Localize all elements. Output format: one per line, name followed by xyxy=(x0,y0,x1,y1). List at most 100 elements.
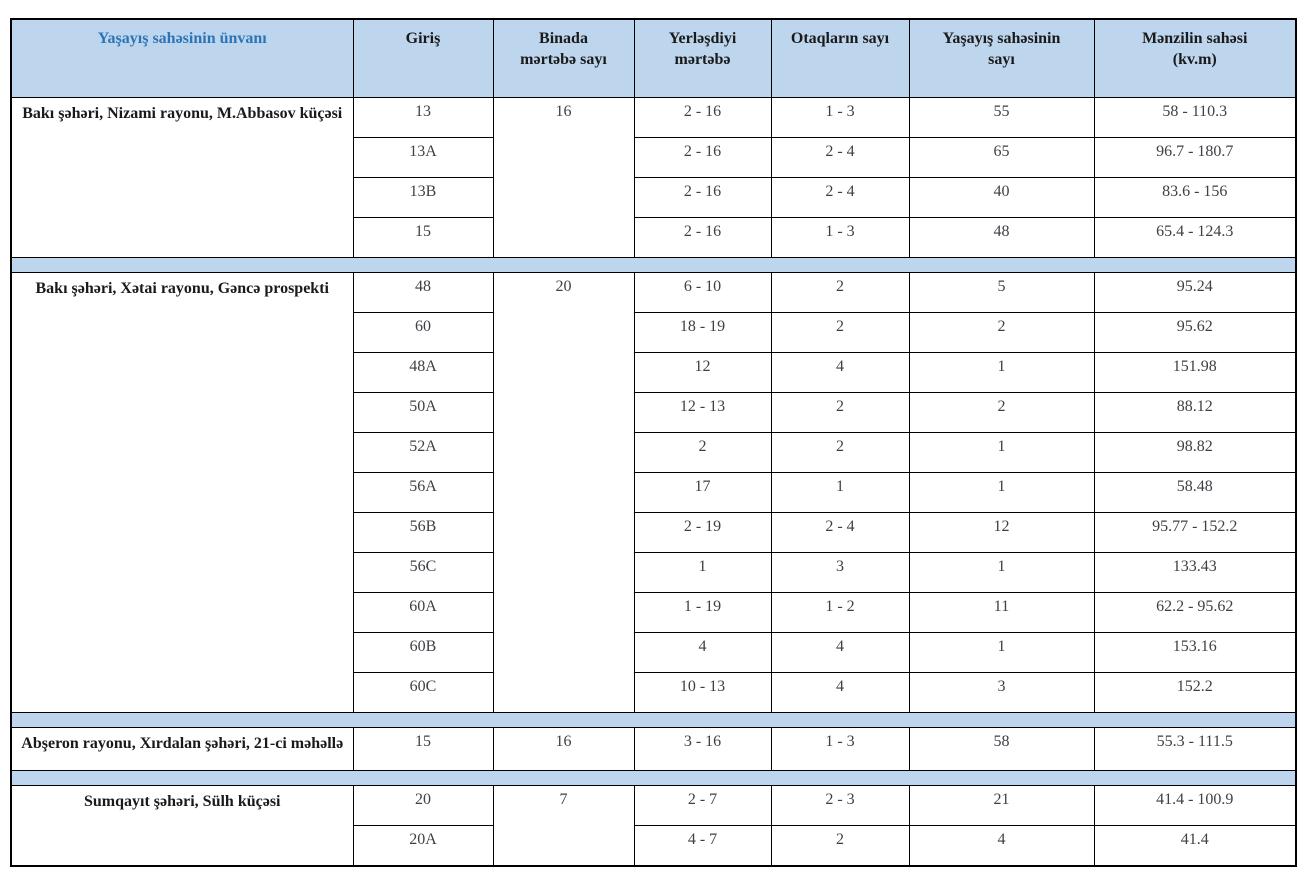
column-header-rooms: Otaqların sayı xyxy=(770,18,910,98)
address-cell: Abşeron rayonu, Xırdalan şəhəri, 21-ci m… xyxy=(10,726,354,771)
column-header-line: Yaşayış sahəsinin ünvanı xyxy=(97,30,267,47)
unit-count-cell: 11 xyxy=(908,591,1095,633)
located-floor-cell: 12 xyxy=(633,351,772,393)
entrance-cell: 48A xyxy=(352,351,494,393)
located-floor-cell: 1 - 19 xyxy=(633,591,772,633)
address-cell: Bakı şəhəri, Xətai rayonu, Gəncə prospek… xyxy=(10,271,354,713)
area-cell: 83.6 - 156 xyxy=(1093,176,1297,218)
rooms-cell: 2 xyxy=(770,824,910,866)
area-cell: 133.43 xyxy=(1093,551,1297,593)
unit-count-cell: 40 xyxy=(908,176,1095,218)
apartments-table: Yaşayış sahəsinin ünvanı Giriş Binada mərtə… xyxy=(10,18,1297,867)
entrance-cell: 15 xyxy=(352,216,494,258)
address-cell: Bakı şəhəri, Nizami rayonu, M.Abbasov kü… xyxy=(10,96,354,258)
unit-count-cell: 1 xyxy=(908,471,1095,513)
unit-count-cell: 58 xyxy=(908,726,1095,771)
rooms-cell: 1 - 3 xyxy=(770,96,910,138)
column-header-line: Yaşayış sahəsinin xyxy=(942,30,1061,47)
header-row: Yaşayış sahəsinin ünvanı Giriş Binada mərtə… xyxy=(10,18,1297,98)
entrance-cell: 50A xyxy=(352,391,494,433)
column-header-located-floor: Yerləşdiyi mərtəbə xyxy=(633,18,772,98)
data-row: 52A 2 2 1 98.82 xyxy=(11,431,1297,473)
unit-count-cell: 48 xyxy=(908,216,1095,258)
unit-count-cell: 2 xyxy=(908,311,1095,353)
column-header-line: mərtəbə sayı xyxy=(520,51,607,68)
data-row: 13B 2 - 16 2 - 4 40 83.6 - 156 xyxy=(11,176,1297,218)
data-row: 48A 12 4 1 151.98 xyxy=(11,351,1297,393)
area-cell: 152.2 xyxy=(1093,671,1297,713)
area-cell: 151.98 xyxy=(1093,351,1297,393)
building-floors-cell: 20 xyxy=(492,271,635,713)
located-floor-cell: 2 - 16 xyxy=(633,216,772,258)
data-row: Bakı şəhəri, Xətai rayonu, Gəncə prospek… xyxy=(10,271,1297,713)
unit-count-cell: 1 xyxy=(908,551,1095,593)
area-cell: 96.7 - 180.7 xyxy=(1093,136,1297,178)
rooms-cell: 4 xyxy=(770,631,910,673)
area-cell: 65.4 - 124.3 xyxy=(1093,216,1297,258)
area-cell: 98.82 xyxy=(1093,431,1297,473)
column-header-line: Yerləşdiyi xyxy=(668,30,737,47)
column-header-address: Yaşayış sahəsinin ünvanı xyxy=(10,18,354,98)
column-header-line: sayı xyxy=(988,51,1015,68)
entrance-cell: 52A xyxy=(352,431,494,473)
unit-count-cell: 55 xyxy=(908,96,1095,138)
unit-count-cell: 3 xyxy=(908,671,1095,713)
rooms-cell: 1 - 2 xyxy=(770,591,910,633)
column-header-building-floors: Binada mərtəbə sayı xyxy=(492,18,635,98)
rooms-cell: 2 xyxy=(770,391,910,433)
column-header-area: Mənzilin sahəsi (kv.m) xyxy=(1093,18,1297,98)
column-header-unit-count: Yaşayış sahəsinin sayı xyxy=(908,18,1095,98)
unit-count-cell: 65 xyxy=(908,136,1095,178)
area-cell: 95.77 - 152.2 xyxy=(1093,511,1297,553)
unit-count-cell: 4 xyxy=(908,824,1095,866)
located-floor-cell: 2 - 16 xyxy=(633,96,772,138)
entrance-cell: 56A xyxy=(352,471,494,513)
building-floors-cell: 7 xyxy=(492,784,635,866)
entrance-cell: 20A xyxy=(352,824,494,866)
located-floor-cell: 3 - 16 xyxy=(633,726,772,771)
data-row: 13A 2 - 16 2 - 4 65 96.7 - 180.7 xyxy=(11,136,1297,178)
rooms-cell: 2 xyxy=(770,431,910,473)
located-floor-cell: 12 - 13 xyxy=(633,391,772,433)
rooms-cell: 3 xyxy=(770,551,910,593)
rooms-cell: 2 - 4 xyxy=(770,176,910,218)
unit-count-cell: 1 xyxy=(908,351,1095,393)
area-cell: 58 - 110.3 xyxy=(1093,96,1297,138)
area-cell: 88.12 xyxy=(1093,391,1297,433)
data-row: 60 18 - 19 2 2 95.62 xyxy=(11,311,1297,353)
located-floor-cell: 2 - 7 xyxy=(633,784,772,826)
area-cell: 41.4 - 100.9 xyxy=(1093,784,1297,826)
located-floor-cell: 4 - 7 xyxy=(633,824,772,866)
data-row: 56C 1 3 1 133.43 xyxy=(11,551,1297,593)
entrance-cell: 13B xyxy=(352,176,494,218)
column-header-line: Otaqların sayı xyxy=(790,30,890,47)
located-floor-cell: 2 xyxy=(633,431,772,473)
located-floor-cell: 2 - 16 xyxy=(633,176,772,218)
entrance-cell: 60C xyxy=(352,671,494,713)
building-floors-cell: 16 xyxy=(492,726,635,771)
area-cell: 58.48 xyxy=(1093,471,1297,513)
located-floor-cell: 17 xyxy=(633,471,772,513)
entrance-cell: 56C xyxy=(352,551,494,593)
area-cell: 95.24 xyxy=(1093,271,1297,313)
data-row: 50A 12 - 13 2 2 88.12 xyxy=(11,391,1297,433)
located-floor-cell: 1 xyxy=(633,551,772,593)
unit-count-cell: 1 xyxy=(908,431,1095,473)
separator-row xyxy=(10,256,1297,273)
rooms-cell: 1 - 3 xyxy=(770,726,910,771)
rooms-cell: 4 xyxy=(770,671,910,713)
separator-row xyxy=(10,769,1297,786)
located-floor-cell: 10 - 13 xyxy=(633,671,772,713)
unit-count-cell: 2 xyxy=(908,391,1095,433)
entrance-cell: 13A xyxy=(352,136,494,178)
entrance-cell: 56B xyxy=(352,511,494,553)
entrance-cell: 60A xyxy=(352,591,494,633)
rooms-cell: 2 - 3 xyxy=(770,784,910,826)
entrance-cell: 15 xyxy=(352,726,494,771)
rooms-cell: 2 xyxy=(770,271,910,313)
rooms-cell: 2 - 4 xyxy=(770,136,910,178)
separator-cell xyxy=(10,256,1297,273)
data-row: 60A 1 - 19 1 - 2 11 62.2 - 95.62 xyxy=(11,591,1297,633)
rooms-cell: 1 xyxy=(770,471,910,513)
